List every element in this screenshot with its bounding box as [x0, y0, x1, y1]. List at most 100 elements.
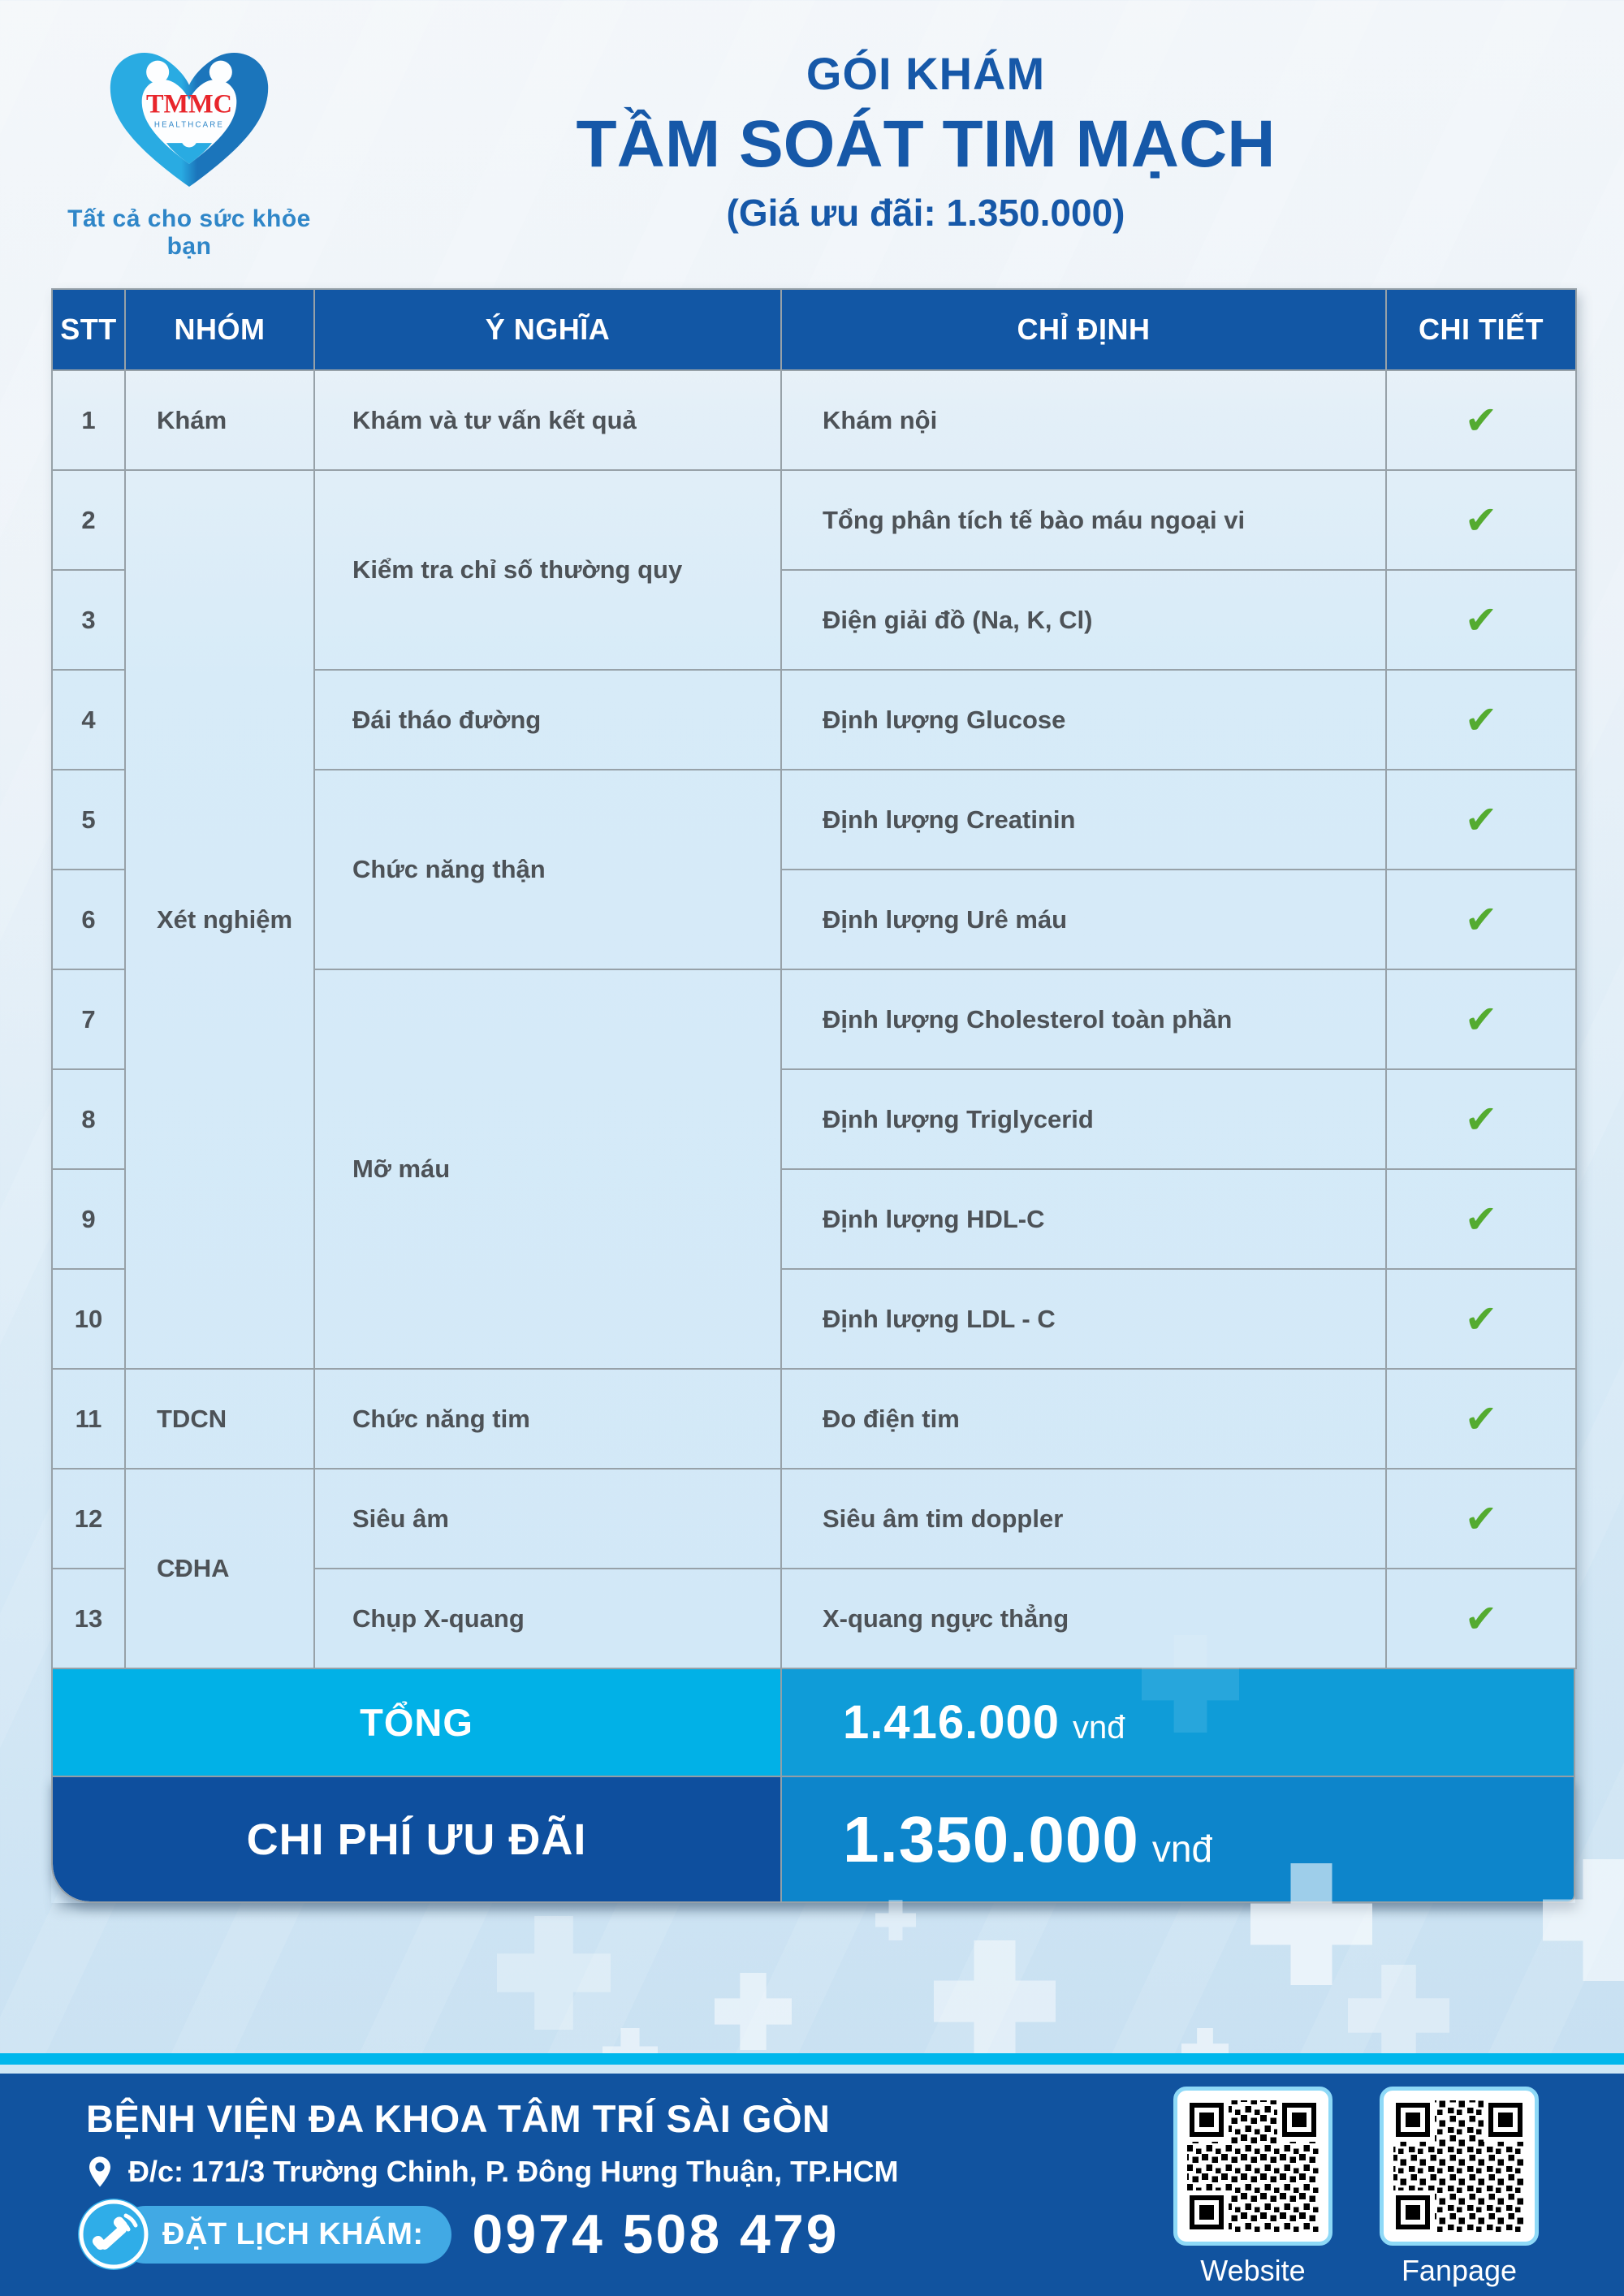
- check-icon: ✔: [1385, 1168, 1577, 1270]
- hospital-name: BỆNH VIỆN ĐA KHOA TÂM TRÍ SÀI GÒN: [86, 2097, 831, 2140]
- row-number: 8: [51, 1068, 126, 1170]
- meaning-cell: Siêu âm: [313, 1468, 782, 1569]
- cross-decoration: [497, 1916, 611, 2030]
- table-row: 10 Định lượng LDL - C ✔: [51, 1268, 1577, 1370]
- col-header-stt: STT: [51, 288, 126, 371]
- indication-cell: Điện giải đồ (Na, K, Cl): [780, 569, 1387, 671]
- total-label: TỔNG: [360, 1701, 473, 1744]
- table-row: 13 Chụp X-quang X-quang ngực thẳng ✔: [51, 1568, 1577, 1669]
- row-number: 6: [51, 869, 126, 970]
- meaning-cell: Chức năng thận: [313, 769, 782, 970]
- logo-subtext: HEALTHCARE: [154, 121, 224, 130]
- indication-cell: Khám nội: [780, 369, 1387, 471]
- row-number: 3: [51, 569, 126, 671]
- qr-fanpage-label: Fanpage: [1401, 2254, 1518, 2287]
- booking-label: ĐẶT LỊCH KHÁM:: [117, 2205, 451, 2264]
- indication-cell: Định lượng Cholesterol toàn phần: [780, 969, 1387, 1070]
- footer-accent-strip: [0, 2053, 1624, 2065]
- indication-cell: Định lượng Urê máu: [780, 869, 1387, 970]
- indication-cell: Định lượng HDL-C: [780, 1168, 1387, 1270]
- phone-icon: [78, 2199, 149, 2270]
- cross-decoration: [715, 1973, 792, 2050]
- col-header-ynghia: Ý NGHĨA: [313, 288, 782, 371]
- indication-cell: Định lượng Creatinin: [780, 769, 1387, 870]
- cross-decoration: [934, 1940, 1056, 2062]
- indication-cell: Siêu âm tim doppler: [780, 1468, 1387, 1569]
- qr-fanpage-block: Fanpage: [1374, 2087, 1544, 2288]
- indication-cell: Tổng phân tích tế bào máu ngoại vi: [780, 469, 1387, 571]
- row-number: 11: [51, 1368, 126, 1470]
- group-cell: Xét nghiệm: [124, 469, 315, 1370]
- qr-website-block: Website: [1168, 2087, 1338, 2288]
- qr-website-code: [1173, 2087, 1332, 2246]
- brand-tagline: Tất cả cho sức khỏe bạn: [67, 205, 311, 260]
- brand-logo-block: TMMC HEALTHCARE Tất cả cho sức khỏe bạn: [63, 31, 315, 261]
- row-number: 13: [51, 1568, 126, 1669]
- total-label-cell: TỔNG: [53, 1669, 780, 1776]
- meaning-cell: Mỡ máu: [313, 969, 782, 1370]
- col-header-nhom: NHÓM: [124, 288, 315, 371]
- check-icon: ✔: [1385, 1068, 1577, 1170]
- footer-pale-strip: [0, 2065, 1624, 2074]
- indication-cell: Định lượng LDL - C: [780, 1268, 1387, 1370]
- indication-cell: X-quang ngực thẳng: [780, 1568, 1387, 1669]
- table-row: 1 Khám Khám và tư vấn kết quả Khám nội ✔: [51, 369, 1577, 471]
- check-icon: ✔: [1385, 469, 1577, 571]
- row-number: 12: [51, 1468, 126, 1569]
- footer: BỆNH VIỆN ĐA KHOA TÂM TRÍ SÀI GÒN Đ/c: 1…: [0, 2074, 1624, 2296]
- table-row: 12 CĐHA Siêu âm Siêu âm tim doppler ✔: [51, 1468, 1577, 1669]
- check-icon: ✔: [1385, 1568, 1577, 1669]
- title-line-2: TẦM SOÁT TIM MẠCH: [576, 107, 1276, 181]
- discount-unit: vnđ: [1151, 1827, 1213, 1870]
- package-table: STT NHÓM Ý NGHĨA CHỈ ĐỊNH CHI TIẾT 1 Khá…: [51, 288, 1577, 1903]
- address-row: Đ/c: 171/3 Trường Chinh, P. Đông Hưng Th…: [89, 2155, 898, 2189]
- indication-cell: Đo điện tim: [780, 1368, 1387, 1470]
- row-number: 7: [51, 969, 126, 1070]
- total-unit: vnđ: [1073, 1710, 1125, 1746]
- table-header-row: STT NHÓM Ý NGHĨA CHỈ ĐỊNH CHI TIẾT: [51, 288, 1577, 371]
- discount-value-cell: 1.350.000 vnđ: [780, 1777, 1574, 1901]
- check-icon: ✔: [1385, 869, 1577, 970]
- discount-value: 1.350.000: [843, 1802, 1139, 1875]
- meaning-cell: Chức năng tim: [313, 1368, 782, 1470]
- title-line-3: (Giá ưu đãi: 1.350.000): [726, 192, 1125, 234]
- total-row: TỔNG 1.416.000 vnđ: [51, 1669, 1575, 1777]
- logo-text: TMMC: [146, 88, 232, 118]
- discount-row: CHI PHÍ ƯU ĐÃI 1.350.000 vnđ: [51, 1777, 1575, 1903]
- col-header-chitiet: CHI TIẾT: [1385, 288, 1577, 371]
- tmmc-heart-logo-icon: TMMC HEALTHCARE: [110, 52, 269, 188]
- total-value-cell: 1.416.000 vnđ: [780, 1669, 1574, 1776]
- group-cell: CĐHA: [124, 1468, 315, 1669]
- address-text: Đ/c: 171/3 Trường Chinh, P. Đông Hưng Th…: [128, 2155, 899, 2188]
- meaning-cell: Chụp X-quang: [313, 1568, 782, 1669]
- check-icon: ✔: [1385, 769, 1577, 870]
- discount-label-cell: CHI PHÍ ƯU ĐÃI: [53, 1777, 780, 1901]
- phone-number: 0974 508 479: [472, 2203, 840, 2265]
- row-number: 10: [51, 1268, 126, 1370]
- table-row: 5 Chức năng thận Định lượng Creatinin ✔: [51, 769, 1577, 970]
- meaning-cell: Khám và tư vấn kết quả: [313, 369, 782, 471]
- group-cell: Khám: [124, 369, 315, 471]
- row-number: 1: [51, 369, 126, 471]
- check-icon: ✔: [1385, 1468, 1577, 1569]
- title-line-1: GÓI KHÁM: [806, 48, 1046, 99]
- check-icon: ✔: [1385, 669, 1577, 770]
- qr-fanpage-code: [1380, 2087, 1539, 2246]
- booking-row: ĐẶT LỊCH KHÁM: 0974 508 479: [75, 2195, 839, 2273]
- row-number: 5: [51, 769, 126, 870]
- table-row: 11 TDCN Chức năng tim Đo điện tim ✔: [51, 1368, 1577, 1470]
- discount-label: CHI PHÍ ƯU ĐÃI: [246, 1815, 587, 1864]
- table-row: 7 Mỡ máu Định lượng Cholesterol toàn phầ…: [51, 969, 1577, 1370]
- col-header-chidinh: CHỈ ĐỊNH: [780, 288, 1387, 371]
- indication-cell: Định lượng Glucose: [780, 669, 1387, 770]
- table-row: 8 Định lượng Triglycerid ✔: [51, 1068, 1577, 1170]
- total-value: 1.416.000: [843, 1696, 1060, 1749]
- row-number: 2: [51, 469, 126, 571]
- row-number: 4: [51, 669, 126, 770]
- location-pin-icon: [89, 2156, 110, 2187]
- check-icon: ✔: [1385, 1368, 1577, 1470]
- cross-decoration: [1348, 1965, 1449, 2066]
- page-title: GÓI KHÁM TẦM SOÁT TIM MẠCH (Giá ưu đãi: …: [503, 47, 1348, 235]
- table-row: 3 Điện giải đồ (Na, K, Cl) ✔: [51, 569, 1577, 671]
